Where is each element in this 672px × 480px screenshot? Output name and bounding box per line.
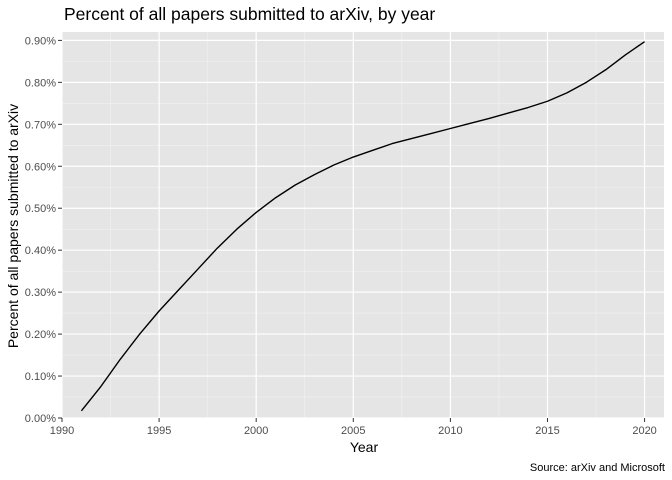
y-tick-label: 0.80%: [25, 77, 56, 89]
x-tick-label: 2015: [535, 425, 559, 437]
x-tick-label: 1990: [50, 425, 74, 437]
y-tick-label: 0.10%: [25, 371, 56, 383]
y-tick-label: 0.90%: [25, 35, 56, 47]
y-tick-label: 0.20%: [25, 329, 56, 341]
minor-gridlines: [62, 32, 664, 418]
x-tick-label: 2005: [341, 425, 365, 437]
plot-panel: [62, 32, 664, 418]
chart-title: Percent of all papers submitted to arXiv…: [64, 4, 435, 24]
series-layer: [80, 41, 645, 412]
y-tick-label: 0.70%: [25, 119, 56, 131]
y-tick-label: 0.60%: [25, 161, 56, 173]
y-axis: 0.00% 0.10% 0.20% 0.30% 0.40% 0.50% 0.60% 0.70%…: [25, 35, 62, 425]
x-axis: 1990 1995 2000 2005 2010 2015 2020: [50, 418, 657, 437]
x-axis-title: Year: [350, 439, 379, 455]
y-tick-label: 0.40%: [25, 245, 56, 257]
chart-caption: Source: arXiv and Microsoft: [530, 462, 665, 474]
y-axis-title: Percent of all papers submitted to arXiv: [5, 104, 21, 348]
y-tick-label: 0.30%: [25, 287, 56, 299]
series-line: [80, 41, 645, 412]
x-tick-label: 2000: [244, 425, 268, 437]
y-tick-label: 0.00%: [25, 413, 56, 425]
major-gridlines: [61, 32, 664, 419]
y-tick-label: 0.50%: [25, 203, 56, 215]
x-tick-label: 2020: [632, 425, 656, 437]
x-tick-label: 2010: [438, 425, 462, 437]
x-tick-label: 1995: [147, 425, 171, 437]
